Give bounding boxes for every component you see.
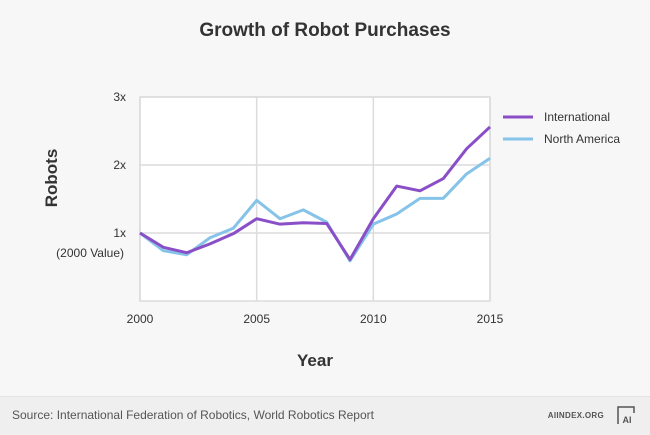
x-axis-title: Year: [297, 351, 333, 370]
x-tick-label: 2000: [127, 312, 154, 326]
y-annotation: (2000 Value): [56, 246, 124, 260]
footer: Source: International Federation of Robo…: [0, 396, 650, 435]
y-tick-label: 1x: [113, 226, 126, 240]
legend-label: International: [544, 110, 610, 124]
line-chart: 2000 2005 2010 2015 1x 2x 3x International Nort…: [42, 90, 620, 370]
legend: International North America: [503, 110, 620, 146]
y-axis-title: Robots: [42, 149, 61, 208]
source-text: Source: International Federation of Robo…: [12, 408, 374, 422]
x-tick-label: 2015: [477, 312, 504, 326]
series-lines: [139, 125, 492, 263]
site-link[interactable]: AIINDEX.ORG: [547, 411, 604, 420]
chart-title: Growth of Robot Purchases: [199, 20, 451, 41]
x-tick-label: 2010: [360, 312, 387, 326]
y-tick-label: 2x: [113, 158, 126, 172]
svg-text:AI: AI: [623, 415, 632, 425]
legend-label: North America: [544, 132, 620, 146]
tick-labels: 2000 2005 2010 2015 1x 2x 3x: [113, 90, 503, 326]
y-tick-label: 3x: [113, 90, 126, 104]
series-line-north-america: [139, 156, 491, 263]
ai-index-logo-icon: AI: [617, 406, 635, 425]
series-line-international: [139, 125, 492, 262]
x-tick-label: 2005: [243, 312, 270, 326]
